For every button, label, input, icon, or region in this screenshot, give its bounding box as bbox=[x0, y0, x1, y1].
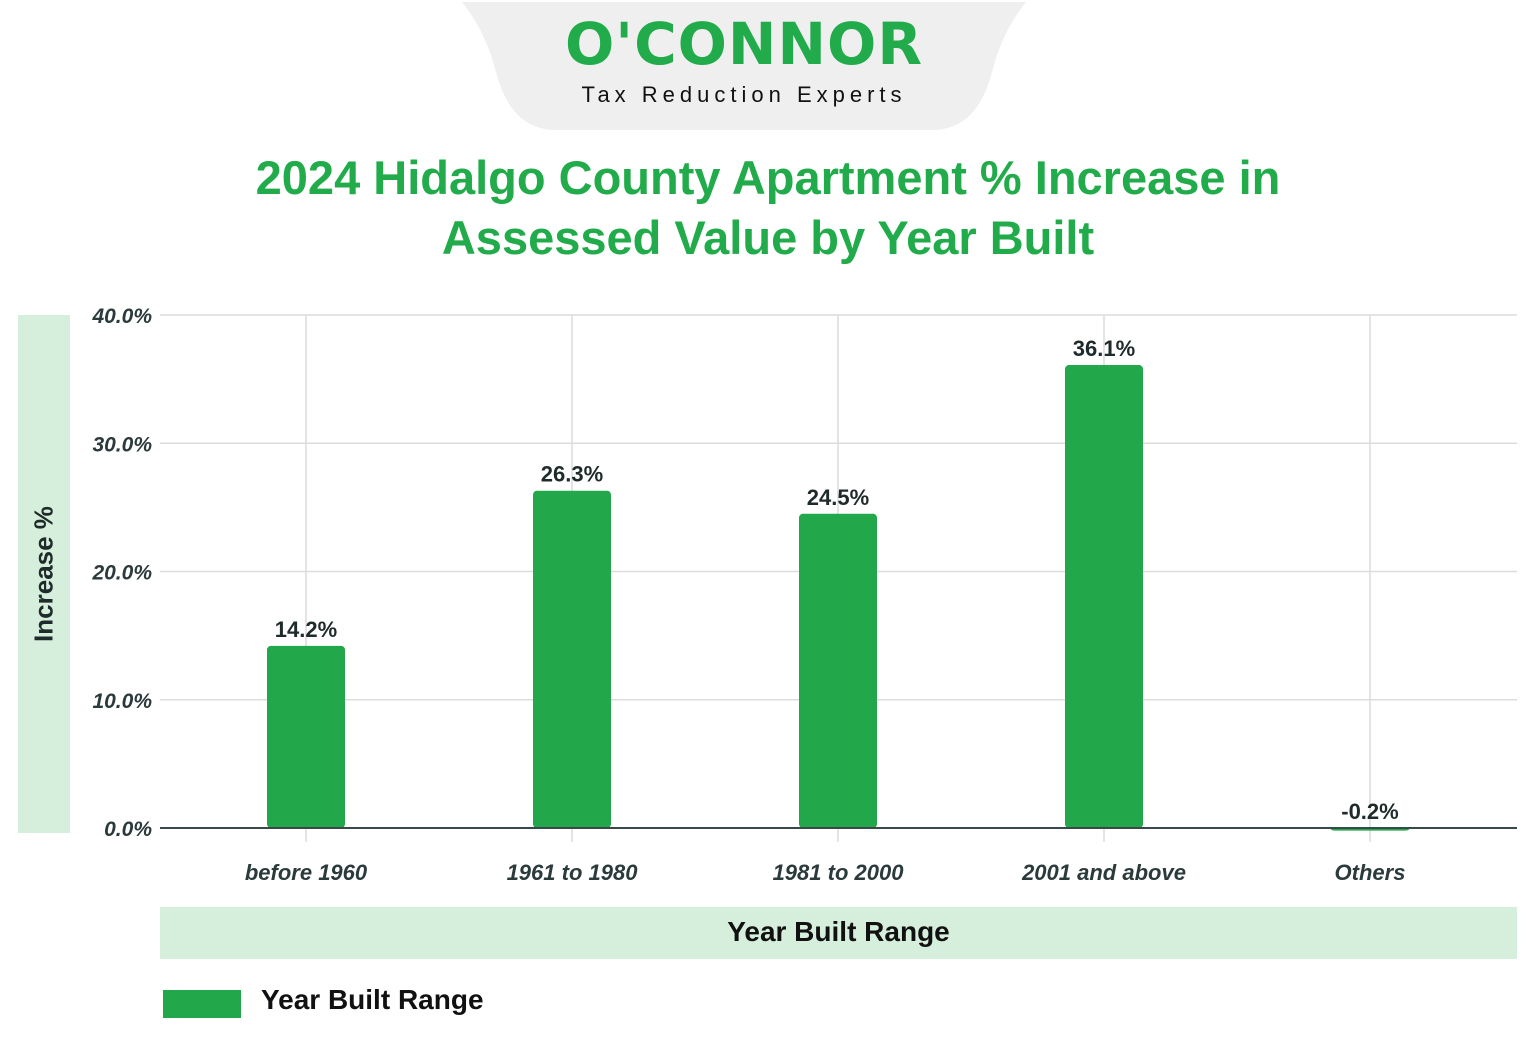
chart-title-line1: 2024 Hidalgo County Apartment % Increase… bbox=[255, 151, 1281, 204]
data-label: 24.5% bbox=[807, 485, 869, 510]
y-tick-label: 0.0% bbox=[104, 818, 152, 841]
logo-tagline: Tax Reduction Experts bbox=[581, 82, 907, 107]
y-axis-label-band bbox=[18, 315, 70, 833]
y-tick-label: 10.0% bbox=[92, 690, 152, 713]
legend-swatch bbox=[163, 990, 241, 1018]
legend-label: Year Built Range bbox=[261, 984, 484, 1015]
data-label: 36.1% bbox=[1073, 336, 1135, 361]
y-tick-label: 30.0% bbox=[92, 433, 152, 456]
bar bbox=[533, 490, 611, 828]
x-tick-label: 2001 and above bbox=[1021, 860, 1186, 885]
y-tick-label: 40.0% bbox=[91, 305, 152, 328]
y-tick-label: 20.0% bbox=[91, 562, 152, 585]
x-axis-label: Year Built Range bbox=[727, 916, 950, 947]
data-label: 14.2% bbox=[275, 617, 337, 642]
logo-background bbox=[462, 2, 1026, 130]
bar bbox=[799, 513, 877, 828]
bar bbox=[1065, 365, 1143, 828]
bar bbox=[267, 645, 345, 828]
x-tick-label: before 1960 bbox=[245, 860, 368, 885]
x-tick-label: 1981 to 2000 bbox=[773, 860, 905, 885]
data-label: -0.2% bbox=[1341, 799, 1398, 824]
x-tick-label: Others bbox=[1335, 860, 1406, 885]
data-label: 26.3% bbox=[541, 462, 603, 487]
logo-wordmark: O'CONNOR bbox=[565, 10, 923, 78]
x-tick-label: 1961 to 1980 bbox=[507, 860, 639, 885]
chart-title-line2: Assessed Value by Year Built bbox=[441, 211, 1095, 264]
chart-title: 2024 Hidalgo County Apartment % Increase… bbox=[0, 148, 1536, 268]
x-axis-label-band bbox=[160, 907, 1517, 959]
